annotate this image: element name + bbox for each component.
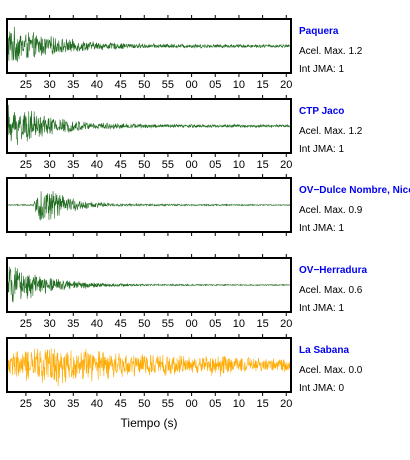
x-tick-label: 40 <box>91 159 103 171</box>
x-tick-label: 05 <box>209 79 221 91</box>
acel-max-label: Acel. Max. 0.0 <box>299 365 363 376</box>
station-name: Paquera <box>299 26 339 37</box>
x-tick-label: 15 <box>256 79 268 91</box>
x-tick-label: 40 <box>91 398 103 410</box>
x-tick-label: 45 <box>114 159 126 171</box>
x-tick-label: 35 <box>67 79 79 91</box>
x-tick-label: 35 <box>67 398 79 410</box>
x-tick-label: 30 <box>43 318 55 330</box>
waveform-trace-3 <box>6 191 292 221</box>
x-tick-label: 50 <box>138 318 150 330</box>
waveform-trace-1 <box>6 26 292 62</box>
int-jma-label: Int JMA: 1 <box>299 64 344 75</box>
waveform-trace-2 <box>6 104 292 146</box>
x-tick-label: 25 <box>20 398 32 410</box>
x-tick-label: 45 <box>114 398 126 410</box>
x-tick-label: 10 <box>233 318 245 330</box>
x-tick-label: 15 <box>256 398 268 410</box>
x-tick-label: 55 <box>162 398 174 410</box>
x-tick-label: 10 <box>233 159 245 171</box>
acel-max-label: Acel. Max. 1.2 <box>299 126 363 137</box>
int-jma-label: Int JMA: 1 <box>299 223 344 234</box>
x-tick-label: 50 <box>138 398 150 410</box>
x-tick-label: 10 <box>233 398 245 410</box>
x-tick-label: 45 <box>114 318 126 330</box>
x-tick-label: 25 <box>20 159 32 171</box>
int-jma-label: Int JMA: 1 <box>299 303 344 314</box>
x-tick-label: 00 <box>185 79 197 91</box>
station-name: OV−Herradura <box>299 265 368 276</box>
x-tick-label: 20 <box>280 318 292 330</box>
x-tick-label: 20 <box>280 159 292 171</box>
x-tick-label: 05 <box>209 159 221 171</box>
x-tick-label: 45 <box>114 79 126 91</box>
waveform-trace-5 <box>6 348 292 387</box>
x-tick-label: 25 <box>20 79 32 91</box>
x-tick-label: 05 <box>209 398 221 410</box>
panel-frame-3 <box>6 177 292 233</box>
x-tick-label: 50 <box>138 79 150 91</box>
panel-frame-2 <box>6 98 292 154</box>
x-tick-label: 35 <box>67 159 79 171</box>
x-tick-label: 15 <box>256 159 268 171</box>
x-tick-label: 25 <box>20 318 32 330</box>
panel-frame-5 <box>6 337 292 393</box>
station-name: CTP Jaco <box>299 106 344 117</box>
x-axis-label: Tiempo (s) <box>121 416 178 430</box>
x-tick-label: 35 <box>67 318 79 330</box>
x-tick-label: 30 <box>43 398 55 410</box>
int-jma-label: Int JMA: 1 <box>299 144 344 155</box>
x-tick-label: 00 <box>185 159 197 171</box>
x-tick-label: 55 <box>162 79 174 91</box>
panel-frame-1 <box>6 18 292 74</box>
x-tick-label: 30 <box>43 79 55 91</box>
x-tick-label: 55 <box>162 159 174 171</box>
x-tick-label: 40 <box>91 79 103 91</box>
x-tick-label: 55 <box>162 318 174 330</box>
x-tick-label: 40 <box>91 318 103 330</box>
x-tick-label: 10 <box>233 79 245 91</box>
acel-max-label: Acel. Max. 0.6 <box>299 285 363 296</box>
x-tick-label: 00 <box>185 318 197 330</box>
x-tick-label: 15 <box>256 318 268 330</box>
acel-max-label: Acel. Max. 0.9 <box>299 205 363 216</box>
x-tick-label: 50 <box>138 159 150 171</box>
x-tick-label: 20 <box>280 79 292 91</box>
station-name: OV−Dulce Nombre, Nicoya <box>299 185 410 196</box>
waveform-trace-4 <box>6 266 292 303</box>
acel-max-label: Acel. Max. 1.2 <box>299 46 363 57</box>
int-jma-label: Int JMA: 0 <box>299 383 344 394</box>
x-tick-label: 30 <box>43 159 55 171</box>
panel-frame-4 <box>6 257 292 313</box>
x-tick-label: 00 <box>185 398 197 410</box>
station-name: La Sabana <box>299 345 349 356</box>
x-tick-label: 20 <box>280 398 292 410</box>
x-tick-label: 05 <box>209 318 221 330</box>
